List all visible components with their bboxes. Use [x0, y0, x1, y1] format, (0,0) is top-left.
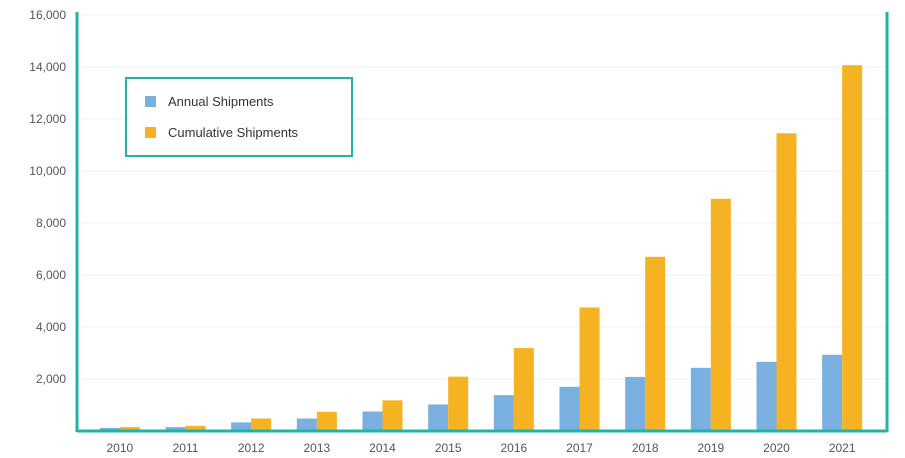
- bar-annual: [428, 404, 449, 431]
- x-tick-label: 2017: [566, 441, 593, 455]
- x-tick-label: 2014: [369, 441, 396, 455]
- x-tick-label: 2013: [303, 441, 330, 455]
- bar-cumulative: [776, 133, 797, 432]
- x-tick-label: 2012: [238, 441, 265, 455]
- y-tick-labels: 16,000 14,000 12,000 10,000 8,000 6,000 4,000 2…: [29, 8, 66, 386]
- x-tick-label: 2015: [435, 441, 462, 455]
- bar-cumulative: [645, 256, 666, 431]
- bar-annual: [362, 411, 383, 431]
- x-tick-label: 2018: [632, 441, 659, 455]
- legend-swatch-annual: [145, 96, 156, 107]
- bar-cumulative: [185, 425, 206, 431]
- x-tick-label: 2019: [697, 441, 724, 455]
- bar-cumulative: [382, 400, 403, 431]
- y-tick-label: 8,000: [36, 216, 66, 230]
- bar-cumulative: [842, 65, 863, 432]
- bar-cumulative: [316, 411, 337, 431]
- bar-annual: [296, 418, 317, 431]
- bar-annual: [625, 376, 646, 431]
- x-tick-label: 2011: [173, 441, 199, 455]
- legend-box: [125, 77, 353, 157]
- bar-cumulative: [448, 376, 469, 431]
- bar-cumulative: [119, 427, 140, 431]
- bar-annual: [822, 354, 843, 431]
- legend-label-cumulative: Cumulative Shipments: [168, 125, 299, 140]
- legend: Annual Shipments Cumulative Shipments: [125, 77, 353, 157]
- y-tick-label: 10,000: [29, 164, 66, 178]
- y-tick-label: 12,000: [29, 112, 66, 126]
- bar-cumulative: [710, 198, 731, 431]
- x-tick-label: 2010: [106, 441, 133, 455]
- x-tick-label: 2020: [763, 441, 790, 455]
- bar-annual: [99, 427, 120, 431]
- bar-annual: [756, 361, 777, 431]
- y-tick-label: 2,000: [36, 372, 66, 386]
- y-tick-label: 16,000: [29, 8, 66, 22]
- x-tick-label: 2021: [829, 441, 856, 455]
- axes: [75, 12, 889, 433]
- bar-cumulative: [579, 307, 600, 431]
- gridlines: [77, 14, 887, 380]
- legend-swatch-cumulative: [145, 127, 156, 138]
- y-tick-label: 14,000: [29, 60, 66, 74]
- bar-annual: [690, 367, 711, 431]
- legend-label-annual: Annual Shipments: [168, 94, 274, 109]
- x-tick-labels: 2010 2011 2012 2013 2014 2015 2016 2017 2018 2019…: [106, 441, 855, 455]
- y-tick-label: 4,000: [36, 320, 66, 334]
- bar-cumulative: [251, 418, 272, 431]
- y-tick-label: 6,000: [36, 268, 66, 282]
- bar-annual: [165, 427, 186, 431]
- bar-cumulative: [513, 348, 534, 431]
- x-tick-label: 2016: [500, 441, 527, 455]
- bar-annual: [559, 386, 580, 431]
- bar-annual: [231, 422, 252, 431]
- bar-annual: [493, 395, 514, 431]
- bars: [99, 65, 863, 432]
